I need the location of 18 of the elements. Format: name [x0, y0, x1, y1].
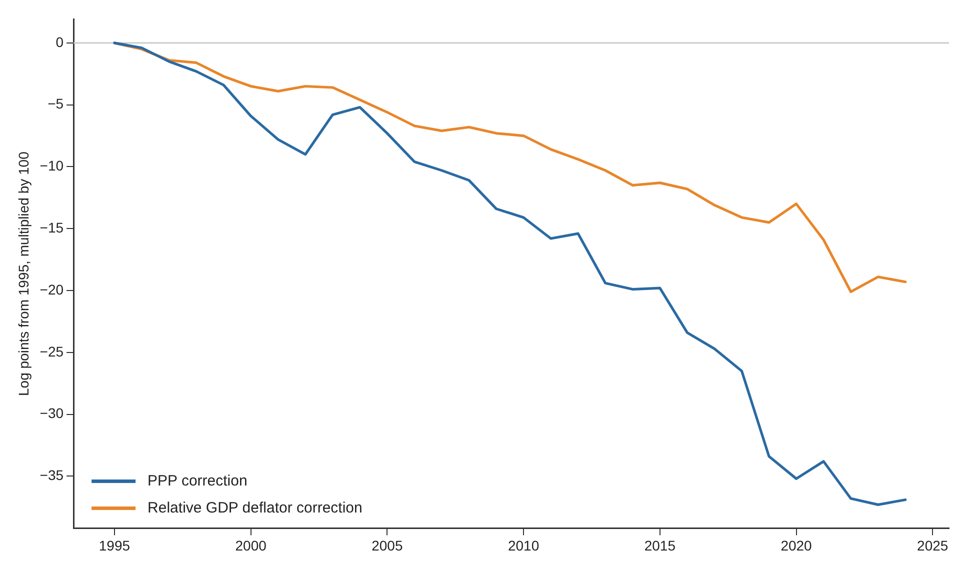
y-axis-title: Log points from 1995, multiplied by 100 [15, 151, 32, 396]
y-tick-label: 0 [56, 34, 64, 50]
y-tick-label: −10 [40, 158, 64, 174]
legend-label: Relative GDP deflator correction [148, 499, 362, 516]
x-tick-label: 2025 [917, 537, 948, 554]
x-tick-label: 2020 [780, 537, 812, 554]
y-tick-label: −20 [40, 281, 64, 298]
y-tick-label: −15 [40, 219, 64, 236]
y-tick-label: −5 [48, 96, 64, 112]
x-tick-label: 2000 [235, 537, 267, 554]
x-tick-label: 1995 [98, 537, 130, 554]
x-tick-label: 2015 [644, 537, 676, 554]
x-tick-label: 2005 [372, 537, 403, 554]
legend-label: PPP correction [148, 472, 248, 490]
y-tick-label: −35 [40, 467, 64, 484]
y-tick-label: −30 [40, 405, 64, 422]
y-tick-label: −25 [40, 343, 64, 360]
x-tick-label: 2010 [508, 537, 540, 554]
